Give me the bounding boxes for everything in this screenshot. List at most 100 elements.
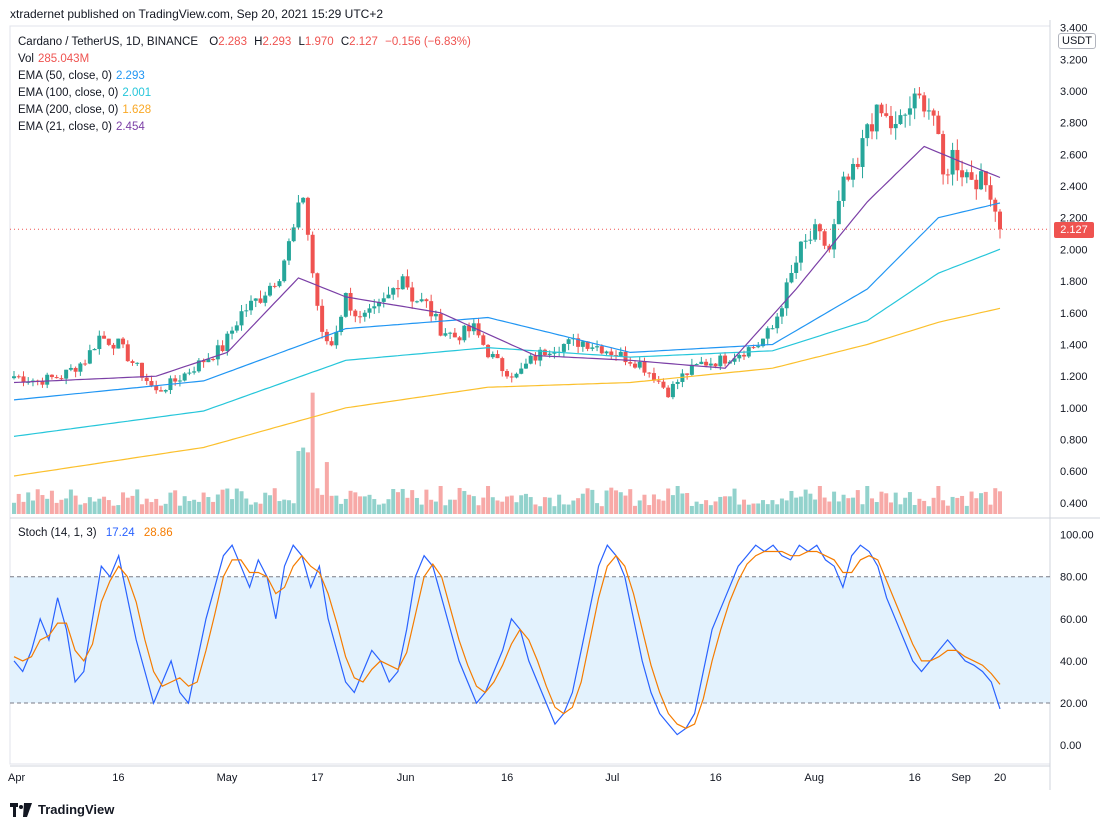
candle-body bbox=[713, 363, 718, 367]
candle-body bbox=[230, 330, 235, 334]
candle-body bbox=[424, 299, 429, 302]
volume-bar bbox=[637, 500, 642, 514]
candle-body bbox=[718, 355, 723, 367]
ema100-label: EMA (100, close, 0) bbox=[18, 87, 119, 99]
volume-bar bbox=[277, 501, 282, 514]
footer-brand: TradingView bbox=[38, 802, 115, 817]
volume-row[interactable]: Vol 285.043M bbox=[18, 51, 471, 68]
volume-bar bbox=[429, 499, 434, 514]
ohlc-row[interactable]: Cardano / TetherUS, 1D, BINANCE O2.283 H… bbox=[18, 34, 471, 51]
volume-bar bbox=[377, 504, 382, 514]
volume-bar bbox=[879, 491, 884, 514]
symbol-label[interactable]: Cardano / TetherUS, 1D, BINANCE bbox=[18, 36, 199, 48]
price-tick-label: 3.200 bbox=[1060, 54, 1088, 66]
candle-body bbox=[964, 172, 969, 178]
volume-bar bbox=[870, 498, 875, 514]
candle-body bbox=[400, 276, 405, 290]
volume-bar bbox=[305, 452, 310, 514]
volume-bar bbox=[263, 492, 268, 514]
volume-bar bbox=[756, 503, 761, 514]
candle-body bbox=[870, 124, 875, 132]
volume-bar bbox=[116, 505, 121, 514]
publish-header: xtradernet published on TradingView.com,… bbox=[10, 7, 384, 21]
volume-bar bbox=[358, 496, 363, 514]
candle-body bbox=[334, 331, 339, 346]
tradingview-logo[interactable]: TradingView bbox=[10, 802, 114, 817]
volume-bar bbox=[917, 498, 922, 514]
candle-body bbox=[599, 346, 604, 354]
last-price-badge: 2.127 bbox=[1054, 222, 1094, 238]
volume-bar bbox=[158, 505, 163, 514]
candle-body bbox=[979, 171, 984, 190]
volume-bar bbox=[301, 447, 306, 514]
volume-bar bbox=[557, 494, 562, 514]
candle-body bbox=[234, 325, 239, 331]
volume-bar bbox=[64, 498, 69, 514]
candle-body bbox=[78, 363, 83, 372]
price-tick-label: 1.200 bbox=[1060, 371, 1088, 383]
volume-bar bbox=[969, 491, 974, 514]
candle-body bbox=[874, 104, 879, 132]
volume-bar bbox=[912, 504, 917, 514]
volume-bar bbox=[647, 505, 652, 514]
volume-bar bbox=[590, 489, 595, 514]
candle-body bbox=[139, 362, 144, 378]
volume-bar bbox=[21, 501, 26, 514]
volume-bar bbox=[689, 505, 694, 514]
candle-body bbox=[177, 380, 182, 382]
candle-body bbox=[756, 346, 761, 348]
candle-body bbox=[267, 285, 272, 296]
volume-bar bbox=[244, 498, 249, 514]
price-tick-label: 0.800 bbox=[1060, 435, 1088, 447]
volume-bar bbox=[519, 495, 524, 514]
candle-body bbox=[632, 363, 637, 368]
volume-bar bbox=[704, 500, 709, 514]
ema50-row[interactable]: EMA (50, close, 0) 2.293 bbox=[18, 68, 471, 85]
volume-bar bbox=[817, 486, 822, 514]
candle-body bbox=[566, 339, 571, 344]
candle-body bbox=[604, 351, 609, 354]
volume-bar bbox=[481, 497, 486, 514]
volume-bar bbox=[49, 490, 54, 514]
volume-bar bbox=[135, 489, 140, 514]
volume-bar bbox=[59, 499, 64, 514]
volume-bar bbox=[798, 496, 803, 514]
ema100-row[interactable]: EMA (100, close, 0) 2.001 bbox=[18, 85, 471, 102]
volume-bar bbox=[514, 502, 519, 514]
volume-bar bbox=[45, 498, 50, 514]
ema200-value: 1.628 bbox=[122, 104, 152, 116]
volume-bar bbox=[505, 496, 509, 514]
volume-bar bbox=[680, 493, 685, 514]
candle-body bbox=[64, 369, 69, 379]
candle-body bbox=[386, 294, 391, 299]
close-value: 2.127 bbox=[349, 36, 378, 48]
volume-bar bbox=[386, 499, 391, 514]
high-value: 2.293 bbox=[262, 36, 292, 48]
volume-bar bbox=[945, 505, 950, 514]
candle-body bbox=[547, 353, 552, 356]
volume-bar bbox=[533, 504, 538, 514]
candle-body bbox=[111, 344, 116, 349]
candle-body bbox=[45, 374, 50, 385]
candle-body bbox=[405, 276, 410, 288]
volume-bar bbox=[144, 498, 149, 514]
ema21-row[interactable]: EMA (21, close, 0) 2.454 bbox=[18, 119, 471, 136]
candle-body bbox=[779, 308, 784, 317]
candle-body bbox=[353, 310, 358, 317]
candle-body bbox=[775, 316, 780, 329]
candle-body bbox=[182, 373, 187, 381]
candle-body bbox=[201, 360, 206, 363]
currency-badge[interactable]: USDT bbox=[1058, 33, 1096, 49]
stoch-legend[interactable]: Stoch (14, 1, 3) 17.24 28.86 bbox=[18, 527, 173, 539]
time-tick-label: 16 bbox=[909, 772, 921, 784]
volume-bar bbox=[922, 500, 927, 514]
candle-body bbox=[699, 361, 704, 365]
candle-body bbox=[907, 108, 912, 115]
volume-bar bbox=[784, 500, 789, 514]
volume-bar bbox=[234, 488, 239, 514]
candle-body bbox=[49, 374, 54, 378]
volume-bar bbox=[467, 494, 472, 514]
candle-body bbox=[21, 376, 26, 383]
ema200-row[interactable]: EMA (200, close, 0) 1.628 bbox=[18, 102, 471, 119]
